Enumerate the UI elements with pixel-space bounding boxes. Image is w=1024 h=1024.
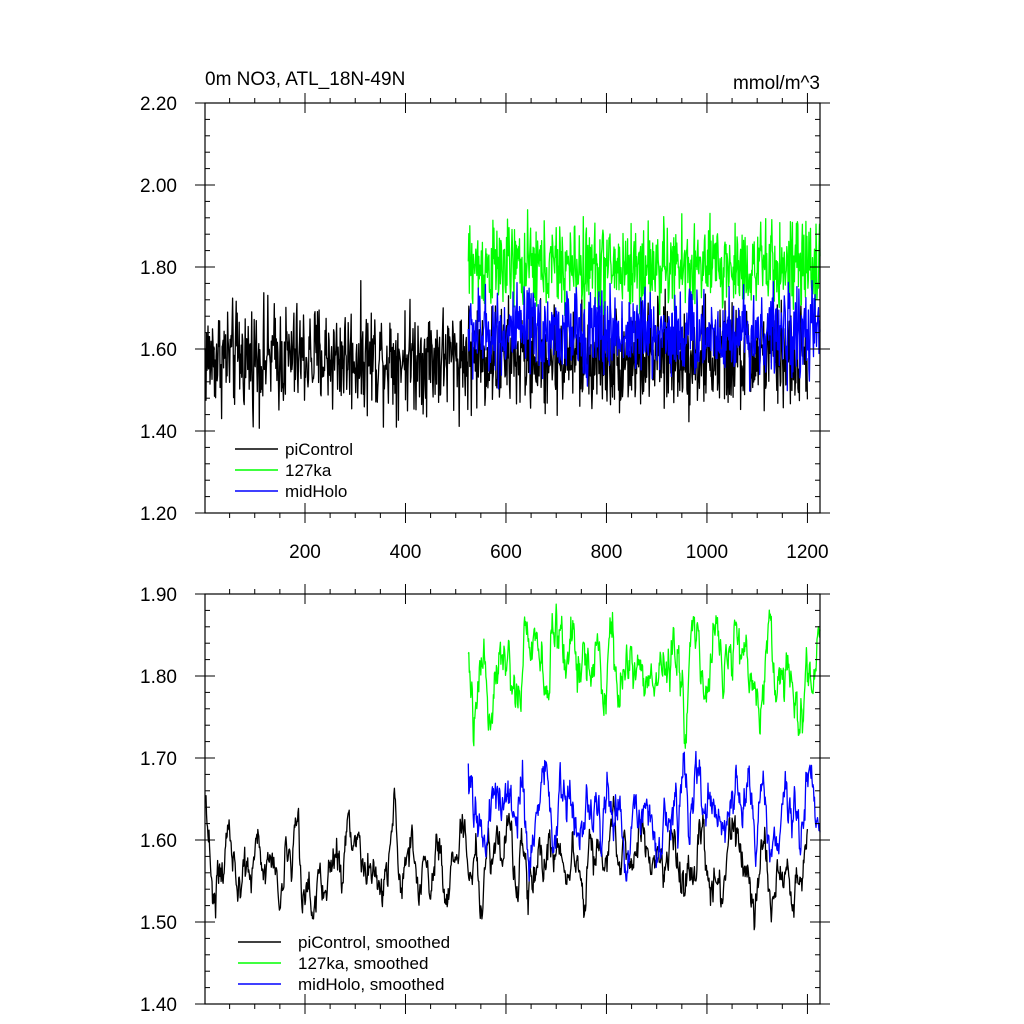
x-tick-label: 600 xyxy=(490,542,522,563)
y-tick-label: 1.70 xyxy=(140,749,177,770)
series-line-127ka-smoothed xyxy=(467,603,821,749)
y-tick-label: 1.80 xyxy=(140,258,177,279)
legend-label: midHolo xyxy=(285,482,347,501)
plot-frame xyxy=(204,593,821,1005)
x-tick-label: 1200 xyxy=(786,542,828,563)
x-tick-label: 200 xyxy=(289,542,321,563)
series-line-midholo-smoothed xyxy=(467,750,821,882)
units-label: mmol/m^3 xyxy=(733,73,820,94)
x-tick-label: 400 xyxy=(390,542,422,563)
legend-label: 127ka, smoothed xyxy=(298,954,428,973)
plot-frame xyxy=(204,102,821,514)
legend-label: 127ka xyxy=(285,461,332,480)
series-line-picontrol-smoothed xyxy=(204,787,809,931)
series-line-midholo xyxy=(467,279,821,392)
y-tick-label: 1.90 xyxy=(140,585,177,606)
legend-label: midHolo, smoothed xyxy=(298,975,444,994)
y-tick-label: 1.80 xyxy=(140,667,177,688)
legend-label: piControl, smoothed xyxy=(298,933,450,952)
bottom-panel: 1.40 1.50 1.60 1.70 1.80 1.90 piControl, smoot… xyxy=(140,584,830,1016)
legend-label: piControl xyxy=(285,440,353,459)
y-tick-label: 1.40 xyxy=(140,995,177,1016)
y-tick-label: 1.20 xyxy=(140,504,177,525)
x-tick-label: 800 xyxy=(591,542,623,563)
chart-title: 0m NO3, ATL_18N-49N xyxy=(205,69,405,90)
top-panel: 1.20 1.40 1.60 1.80 2.00 2.20 200 400 600 800 1000… xyxy=(140,69,830,563)
y-tick-label: 1.60 xyxy=(140,340,177,361)
y-tick-label: 1.50 xyxy=(140,913,177,934)
y-tick-label: 2.20 xyxy=(140,94,177,115)
y-tick-label: 2.00 xyxy=(140,176,177,197)
y-tick-label: 1.40 xyxy=(140,422,177,443)
y-tick-label: 1.60 xyxy=(140,831,177,852)
x-tick-label: 1000 xyxy=(686,542,728,563)
